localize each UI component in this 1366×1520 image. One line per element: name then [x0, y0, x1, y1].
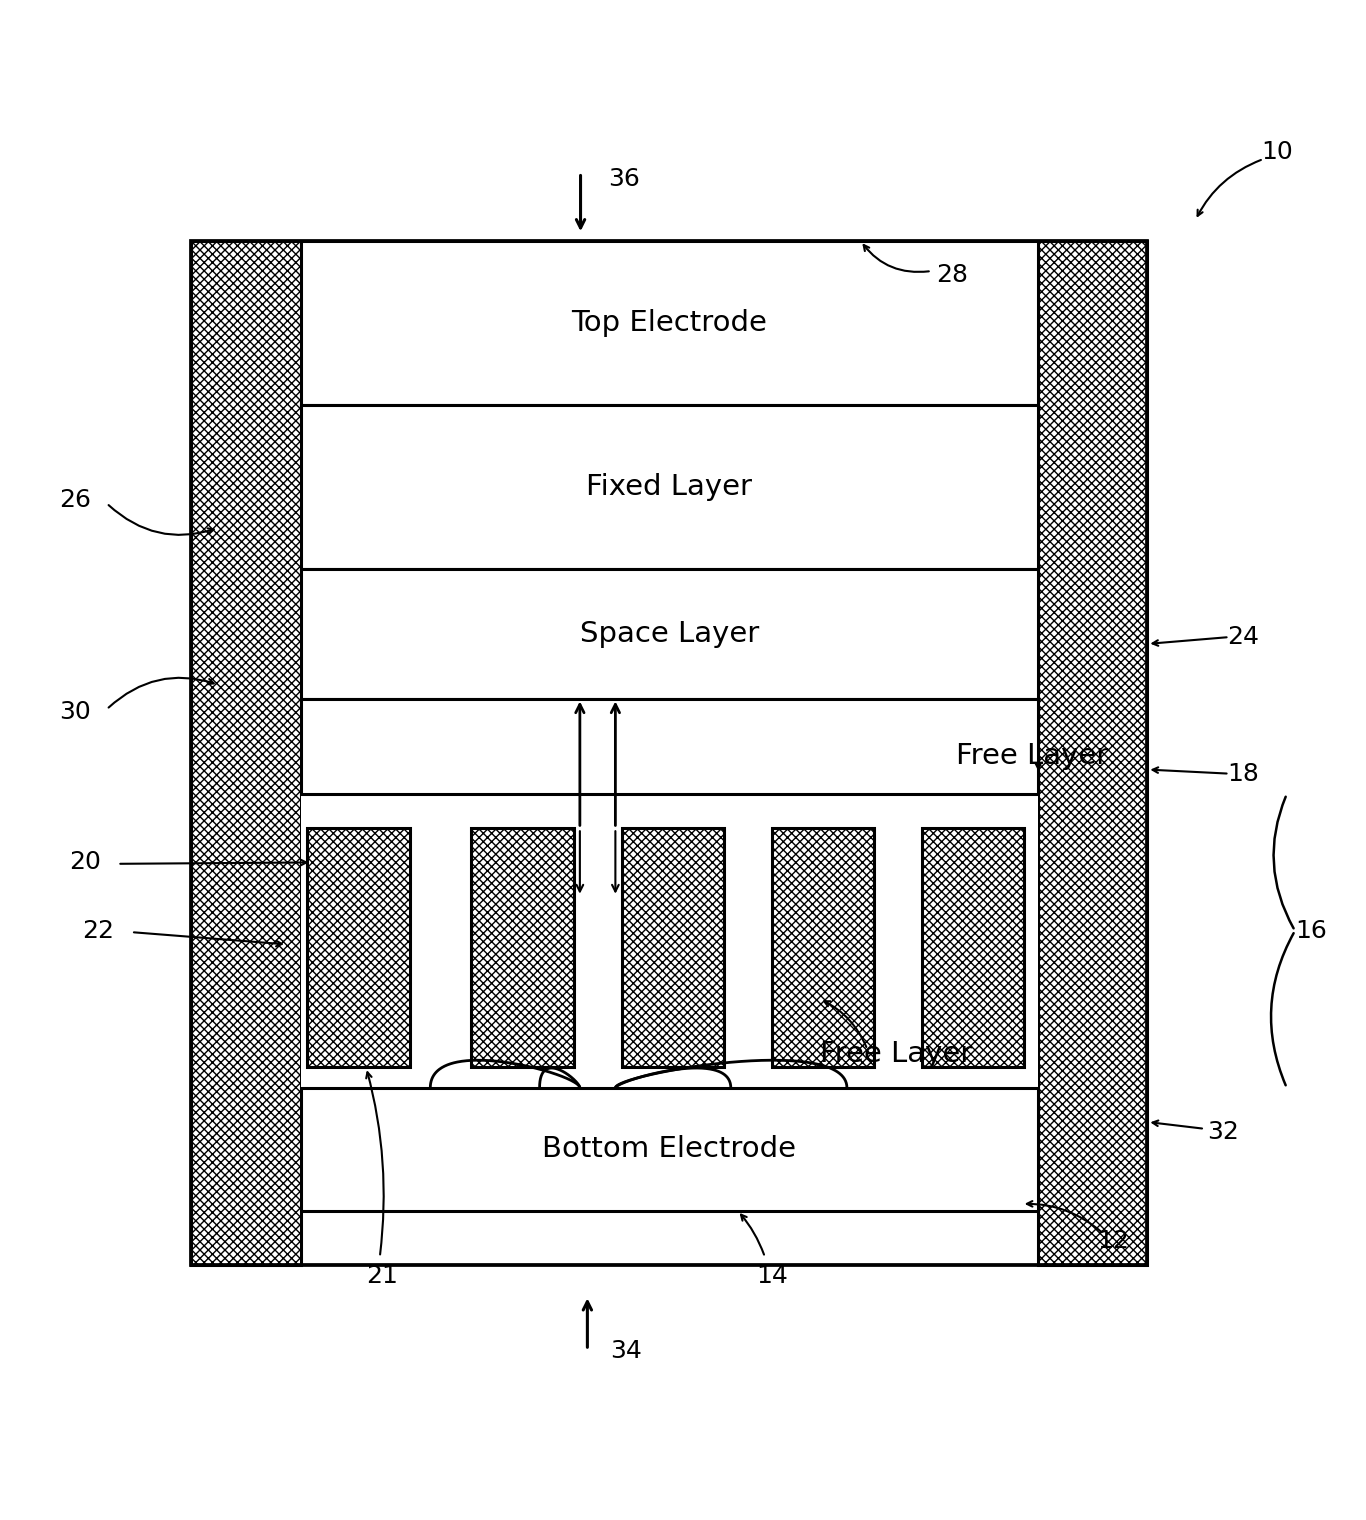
- Bar: [191, 240, 301, 1266]
- Bar: [191, 240, 1147, 1266]
- Text: 20: 20: [68, 851, 101, 874]
- Bar: [301, 699, 1038, 793]
- Bar: [772, 828, 874, 1067]
- Text: 18: 18: [1227, 762, 1259, 786]
- Bar: [471, 828, 574, 1067]
- Text: Free Layer: Free Layer: [956, 742, 1108, 771]
- Text: Top Electrode: Top Electrode: [571, 309, 768, 337]
- Bar: [301, 793, 1038, 1088]
- Text: 36: 36: [608, 167, 639, 192]
- Text: 16: 16: [1295, 918, 1328, 942]
- Text: 24: 24: [1227, 625, 1259, 649]
- Text: 10: 10: [1261, 140, 1294, 164]
- Bar: [1038, 240, 1147, 1266]
- Text: Fixed Layer: Fixed Layer: [586, 473, 753, 500]
- Text: 21: 21: [366, 1265, 399, 1289]
- Bar: [301, 240, 1038, 404]
- Text: Bottom Electrode: Bottom Electrode: [542, 1135, 796, 1163]
- Text: 30: 30: [59, 701, 92, 724]
- Text: 26: 26: [59, 488, 92, 512]
- Text: 28: 28: [936, 263, 967, 287]
- Text: 32: 32: [1206, 1120, 1239, 1143]
- Bar: [307, 828, 410, 1067]
- Text: Free Layer: Free Layer: [820, 1040, 971, 1067]
- Text: 14: 14: [755, 1265, 788, 1289]
- Bar: [301, 1088, 1038, 1211]
- Bar: [301, 404, 1038, 568]
- Bar: [622, 828, 724, 1067]
- Bar: [301, 568, 1038, 699]
- Text: Space Layer: Space Layer: [579, 620, 759, 648]
- Text: 22: 22: [82, 918, 115, 942]
- Text: 34: 34: [611, 1339, 642, 1363]
- Text: 12: 12: [1097, 1228, 1130, 1252]
- Bar: [922, 828, 1024, 1067]
